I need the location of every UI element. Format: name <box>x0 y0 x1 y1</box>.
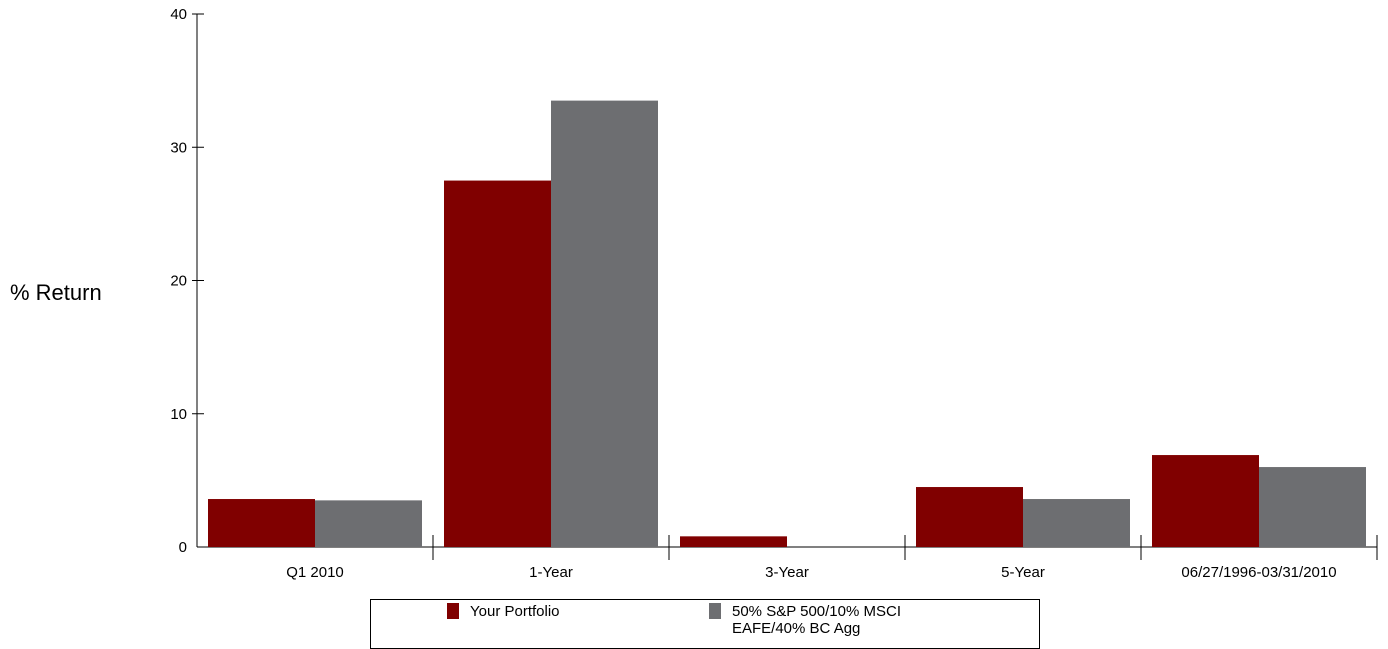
bar-your-portfolio <box>680 536 787 547</box>
legend-item-your-portfolio: Your Portfolio <box>447 603 560 620</box>
legend-swatch-benchmark <box>709 603 721 619</box>
legend-label-your-portfolio: Your Portfolio <box>470 603 560 620</box>
chart-bars <box>208 100 1366 548</box>
y-tick-label: 10 <box>170 406 187 423</box>
chart-tick-labels: 0 10 20 30 40 Q1 2010 1-Year 3-Year 5-Year 06/27/… <box>170 6 1336 581</box>
bar-benchmark <box>551 100 658 548</box>
x-tick-label: 5-Year <box>1001 564 1045 581</box>
bar-benchmark <box>1023 499 1130 547</box>
legend-item-benchmark: 50% S&P 500/10% MSCI EAFE/40% BC Agg <box>709 603 959 637</box>
y-tick-label: 40 <box>170 6 187 23</box>
chart-legend: Your Portfolio 50% S&P 500/10% MSCI EAFE… <box>370 599 1040 649</box>
bar-your-portfolio <box>208 499 315 547</box>
bar-your-portfolio <box>1152 455 1259 547</box>
bar-your-portfolio <box>444 180 551 547</box>
legend-label-benchmark: 50% S&P 500/10% MSCI EAFE/40% BC Agg <box>732 603 901 637</box>
bar-benchmark <box>315 500 422 547</box>
y-tick-label: 20 <box>170 273 187 290</box>
bar-benchmark <box>1259 467 1366 547</box>
bar-chart: 0 10 20 30 40 Q1 2010 1-Year 3-Year 5-Year 06/27/… <box>170 6 1378 581</box>
legend-swatch-your-portfolio <box>447 603 459 619</box>
y-axis-label: % Return <box>10 280 102 305</box>
x-tick-label: Q1 2010 <box>286 564 344 581</box>
x-tick-label: 3-Year <box>765 564 809 581</box>
x-tick-label: 1-Year <box>529 564 573 581</box>
x-tick-label: 06/27/1996-03/31/2010 <box>1181 564 1336 581</box>
bar-your-portfolio <box>916 487 1023 547</box>
y-tick-label: 30 <box>170 139 187 156</box>
y-tick-label: 0 <box>179 539 187 556</box>
